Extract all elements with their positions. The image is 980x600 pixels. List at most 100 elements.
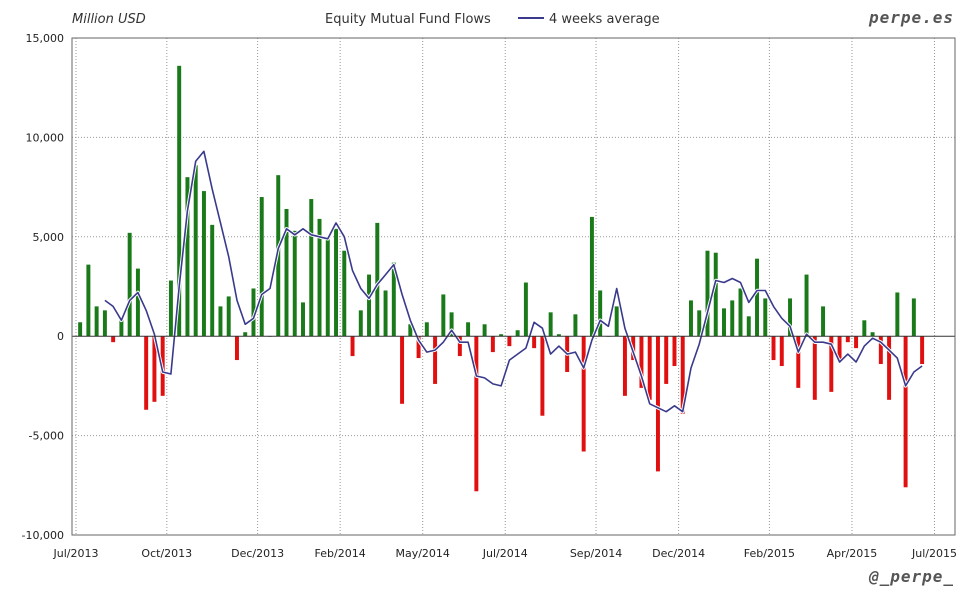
bar [177, 65, 182, 337]
bar [664, 336, 669, 384]
bar [102, 310, 107, 337]
bar [135, 268, 140, 337]
bar [688, 300, 693, 337]
bar [705, 250, 710, 337]
bar [887, 336, 892, 400]
bar [920, 336, 925, 365]
bar [466, 322, 471, 337]
bar [821, 306, 826, 337]
bar [672, 336, 677, 367]
bar [779, 336, 784, 367]
y-tick-label: 15,000 [26, 32, 65, 45]
x-tick-label: Jul/2013 [53, 547, 99, 560]
bar [457, 336, 462, 357]
bar [400, 336, 405, 404]
bar [490, 336, 495, 353]
x-tick-label: Dec/2013 [231, 547, 284, 560]
x-axis-labels: Jul/2013 Oct/2013 Dec/2013 Feb/2014 May/2014… [53, 547, 957, 560]
bar [622, 336, 627, 396]
bar [589, 216, 594, 337]
bar [680, 336, 685, 414]
y-tick-label: 5,000 [33, 231, 65, 244]
bar [375, 222, 380, 337]
line-layer [103, 149, 924, 414]
bar [259, 197, 264, 337]
bar [523, 282, 528, 337]
bar [837, 336, 842, 363]
x-tick-label: May/2014 [395, 547, 449, 560]
bar [911, 298, 916, 337]
bar [144, 336, 149, 410]
x-tick-label: Feb/2014 [315, 547, 366, 560]
bar [325, 236, 330, 337]
handle-label: @_perpe_ [868, 567, 954, 586]
bar [342, 250, 347, 337]
bar [771, 336, 776, 361]
bar [292, 230, 297, 337]
y-tick-label: 10,000 [26, 131, 65, 144]
series-line [104, 150, 923, 413]
x-tick-label: Oct/2013 [141, 547, 192, 560]
x-tick-label: Apr/2015 [827, 547, 878, 560]
bar [548, 312, 553, 337]
bar [309, 199, 314, 337]
bar [317, 218, 322, 337]
brand-label: perpe.es [868, 8, 954, 27]
x-tick-label: Jul/2014 [482, 547, 528, 560]
bar [812, 336, 817, 400]
bar [201, 191, 206, 337]
unit-label: Million USD [72, 12, 146, 27]
bar [86, 264, 91, 337]
bar [226, 296, 231, 337]
bar [746, 316, 751, 337]
bar [482, 324, 487, 337]
bar [408, 324, 413, 337]
bar [804, 274, 809, 337]
bar [540, 336, 545, 416]
bar [895, 292, 900, 337]
bar [854, 336, 859, 349]
x-tick-label: Jul/2015 [911, 547, 957, 560]
bar [78, 322, 83, 337]
bar [845, 336, 850, 343]
bar [870, 332, 875, 337]
bar [788, 298, 793, 337]
bar [94, 306, 99, 337]
bar [730, 300, 735, 337]
bar [722, 308, 726, 337]
bar [210, 224, 215, 337]
y-tick-label: -5,000 [29, 430, 64, 443]
bar [507, 336, 512, 347]
bar [193, 165, 198, 337]
bar [358, 310, 363, 337]
legend-label: 4 weeks average [549, 12, 660, 27]
bar [251, 288, 256, 337]
bar [367, 274, 372, 337]
bar [647, 336, 652, 400]
bar [614, 306, 619, 337]
bar [598, 290, 603, 337]
bar [185, 177, 190, 337]
bar [878, 336, 883, 365]
bar [763, 298, 768, 337]
y-axis-labels: -10,000 -5,000 0 5,000 10,000 15,000 [22, 32, 64, 542]
bar [697, 310, 702, 337]
bar [284, 208, 289, 337]
y-tick-label: 0 [57, 330, 64, 343]
bar [301, 302, 305, 337]
bar [738, 288, 743, 337]
chart-title: Equity Mutual Fund Flows [325, 12, 491, 27]
bar [755, 258, 759, 337]
bar [515, 330, 520, 337]
bar [639, 336, 644, 388]
x-tick-label: Sep/2014 [570, 547, 622, 560]
bar [655, 336, 660, 472]
bar [218, 306, 223, 337]
bar [152, 336, 157, 402]
bar [350, 336, 355, 357]
bar [383, 290, 388, 337]
bar [391, 262, 396, 337]
bar [581, 336, 586, 452]
bar [168, 280, 173, 337]
